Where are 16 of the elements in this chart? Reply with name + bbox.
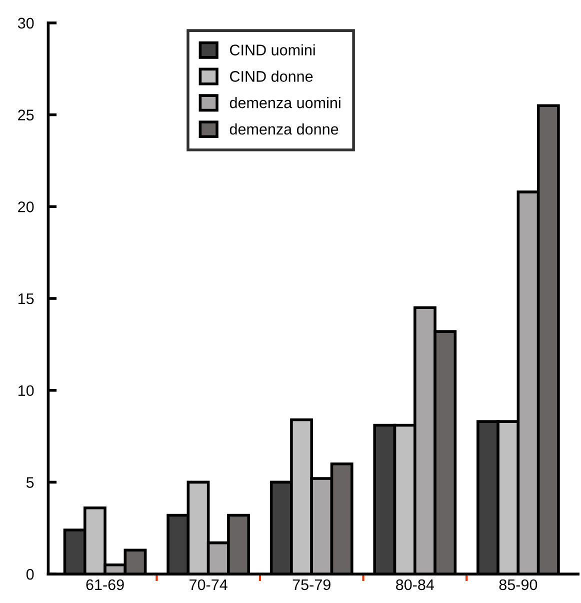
legend-label: CIND donne bbox=[230, 70, 313, 82]
y-tick-label: 20 bbox=[18, 201, 34, 212]
x-tick-label: 61-69 bbox=[86, 579, 124, 590]
y-tick-label: 0 bbox=[26, 568, 34, 580]
x-tick-label: 75-79 bbox=[292, 579, 330, 590]
y-tick-label: 10 bbox=[18, 385, 34, 396]
legend-label: demenza uomini bbox=[230, 97, 340, 108]
y-tick-label: 25 bbox=[18, 110, 34, 120]
y-tick-label: 30 bbox=[18, 18, 34, 29]
x-tick-label: 70-74 bbox=[190, 579, 228, 590]
y-tick-label: 5 bbox=[26, 477, 34, 488]
legend-label: demenza donne bbox=[230, 123, 338, 135]
y-tick-label: 15 bbox=[18, 294, 34, 304]
legend-label: CIND uomini bbox=[230, 44, 315, 56]
x-tick-label: 85-90 bbox=[499, 579, 538, 590]
x-tick-label: 80-84 bbox=[396, 579, 434, 590]
